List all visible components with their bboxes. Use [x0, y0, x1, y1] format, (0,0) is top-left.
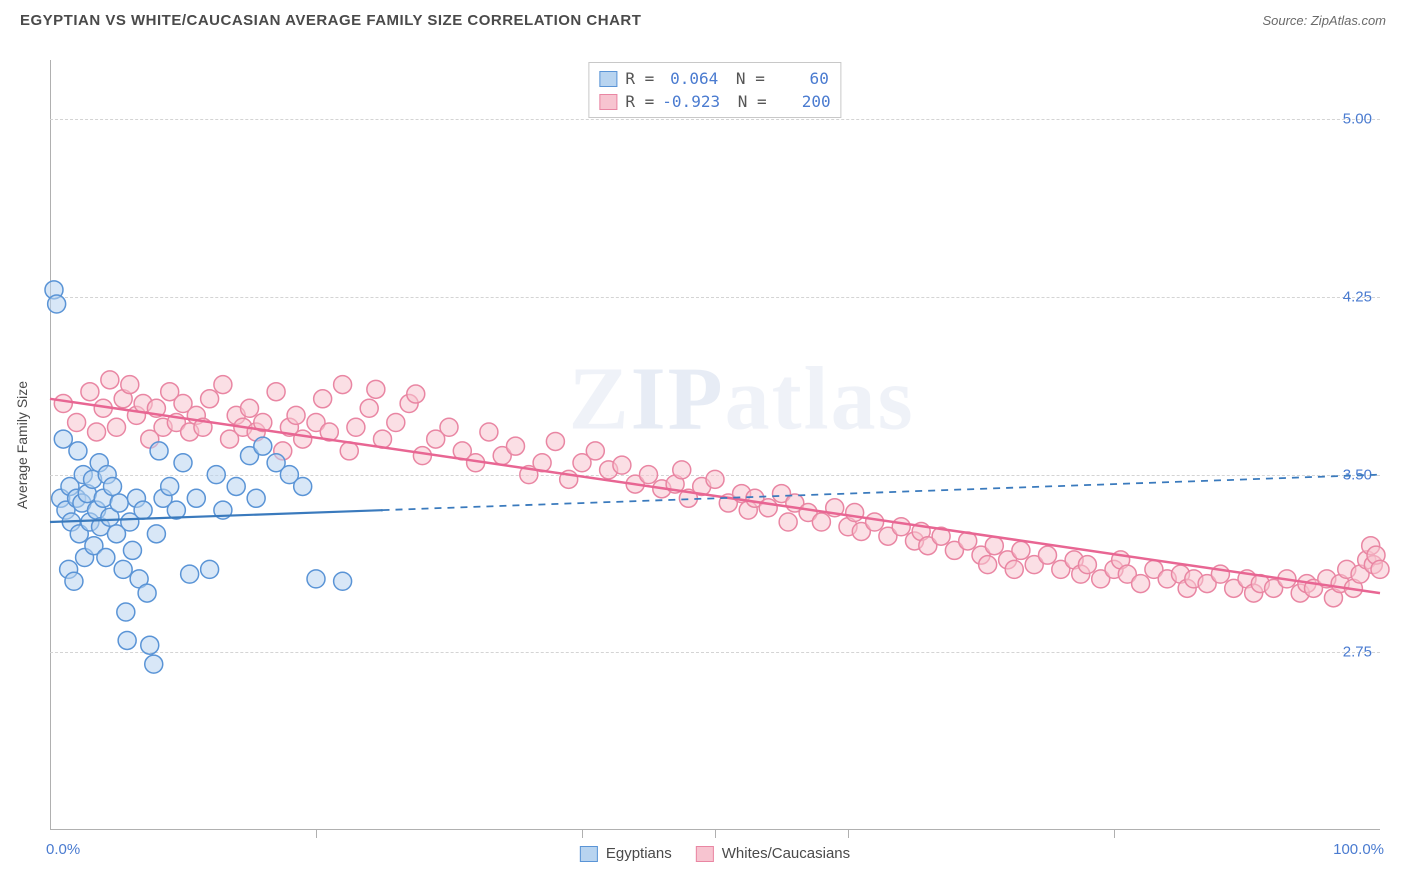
r-label: R = — [625, 69, 654, 88]
swatch-whites — [599, 94, 617, 110]
source-label: Source: ZipAtlas.com — [1262, 13, 1386, 28]
n-value-egyptians: 60 — [773, 69, 829, 88]
x-tick-max: 100.0% — [1333, 841, 1384, 858]
stats-legend-box: R = 0.064 N = 60 R = -0.923 N = 200 — [588, 62, 841, 118]
chart-plot-area: Average Family Size 2.753.504.255.00 ZIP… — [50, 60, 1380, 830]
scatter-svg — [50, 60, 1380, 830]
r-label: R = — [625, 92, 654, 111]
legend-label-whites: Whites/Caucasians — [722, 845, 850, 862]
legend-item-whites: Whites/Caucasians — [696, 845, 850, 862]
stats-row-whites: R = -0.923 N = 200 — [599, 90, 830, 113]
stats-row-egyptians: R = 0.064 N = 60 — [599, 67, 830, 90]
header: EGYPTIAN VS WHITE/CAUCASIAN AVERAGE FAMI… — [0, 0, 1406, 37]
r-value-egyptians: 0.064 — [662, 69, 718, 88]
n-label: N = — [728, 92, 767, 111]
n-label: N = — [726, 69, 765, 88]
swatch-egyptians — [599, 71, 617, 87]
chart-title: EGYPTIAN VS WHITE/CAUCASIAN AVERAGE FAMI… — [20, 12, 641, 29]
bottom-legend: Egyptians Whites/Caucasians — [580, 845, 850, 862]
legend-item-egyptians: Egyptians — [580, 845, 672, 862]
x-tick-min: 0.0% — [46, 841, 80, 858]
legend-swatch-whites — [696, 846, 714, 862]
legend-swatch-egyptians — [580, 846, 598, 862]
legend-label-egyptians: Egyptians — [606, 845, 672, 862]
y-axis-label: Average Family Size — [14, 381, 30, 509]
r-value-whites: -0.923 — [662, 92, 720, 111]
n-value-whites: 200 — [775, 92, 831, 111]
